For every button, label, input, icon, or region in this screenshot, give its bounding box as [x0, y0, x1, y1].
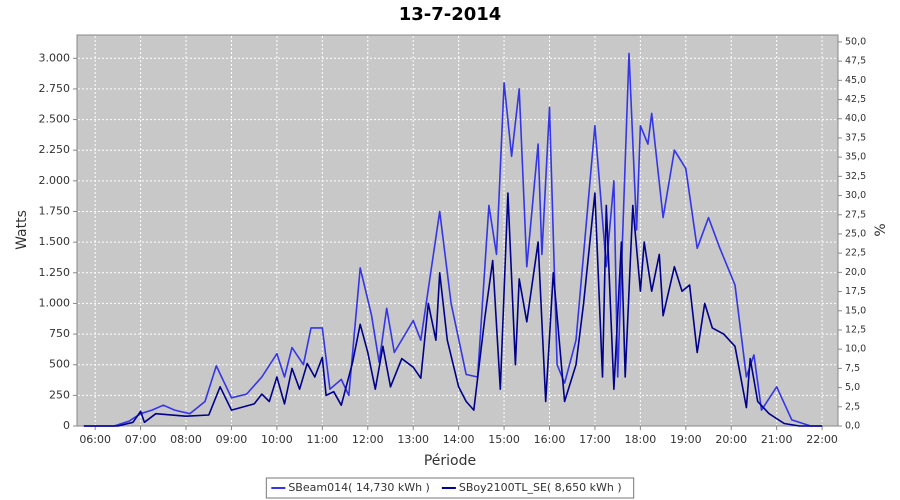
y2-tick-label: 25,0	[845, 228, 866, 239]
y2-tick-label: 32,5	[845, 171, 866, 182]
x-tick-label: 18:00	[625, 433, 657, 446]
plot-area	[76, 34, 839, 427]
y2-tick-label: 40,0	[845, 113, 866, 124]
y-tick-label: 1.500	[39, 235, 71, 248]
x-tick-label: 09:00	[216, 433, 248, 446]
y-tick-label: 2.500	[39, 113, 71, 126]
series-line	[83, 52, 823, 427]
y-tick-label: 1.250	[39, 266, 71, 279]
y-tick-label: 2.250	[39, 143, 71, 156]
x-axis-title: Période	[424, 453, 476, 469]
x-tick-label: 12:00	[352, 433, 384, 446]
x-tick-label: 15:00	[488, 433, 520, 446]
x-tick-label: 14:00	[443, 433, 475, 446]
legend-label: SBoy2100TL_SE( 8,650 kWh )	[459, 481, 622, 494]
y-tick-label: 0	[63, 419, 70, 432]
y2-tick-label: 2,5	[845, 401, 860, 412]
x-tick-label: 20:00	[715, 433, 747, 446]
y2-tick-label: 37,5	[845, 132, 866, 143]
y2-tick-label: 27,5	[845, 209, 866, 220]
x-tick-label: 16:00	[534, 433, 566, 446]
y2-tick-label: 20,0	[845, 267, 866, 278]
y-tick-label: 1.750	[39, 205, 71, 218]
legend-label: SBeam014( 14,730 kWh )	[288, 481, 430, 494]
y2-tick-label: 5,0	[845, 382, 860, 393]
y2-axis-title: %	[873, 223, 889, 236]
x-tick-label: 10:00	[261, 433, 293, 446]
y2-tick-label: 42,5	[845, 94, 866, 105]
y2-tick-label: 35,0	[845, 152, 866, 163]
y2-tick-label: 30,0	[845, 190, 866, 201]
y-tick-label: 250	[49, 388, 70, 401]
y2-tick-label: 17,5	[845, 286, 866, 297]
series-line	[83, 192, 823, 427]
y2-tick-label: 45,0	[845, 75, 866, 86]
y2-tick-label: 10,0	[845, 344, 866, 355]
x-tick-label: 06:00	[79, 433, 111, 446]
y2-tick-label: 12,5	[845, 324, 866, 335]
x-tick-label: 21:00	[761, 433, 793, 446]
chart-title: 13-7-2014	[399, 4, 502, 25]
y-tick-label: 1.000	[39, 296, 71, 309]
y2-tick-label: 15,0	[845, 305, 866, 316]
x-tick-label: 08:00	[170, 433, 202, 446]
y2-tick-label: 7,5	[845, 363, 860, 374]
y-tick-label: 3.000	[39, 51, 71, 64]
y2-tick-label: 50,0	[845, 36, 866, 47]
x-tick-label: 07:00	[125, 433, 157, 446]
y-tick-label: 750	[49, 327, 70, 340]
x-tick-label: 11:00	[306, 433, 338, 446]
y2-tick-label: 22,5	[845, 248, 866, 259]
y2-tick-label: 0,0	[845, 421, 860, 432]
y2-tick-label: 47,5	[845, 56, 866, 67]
y-tick-label: 2.000	[39, 174, 71, 187]
x-tick-label: 22:00	[806, 433, 838, 446]
y-tick-label: 2.750	[39, 82, 71, 95]
x-tick-label: 19:00	[670, 433, 702, 446]
x-tick-label: 17:00	[579, 433, 611, 446]
x-tick-label: 13:00	[397, 433, 429, 446]
y-axis-title: Watts	[14, 210, 30, 250]
y-tick-label: 500	[49, 358, 70, 371]
